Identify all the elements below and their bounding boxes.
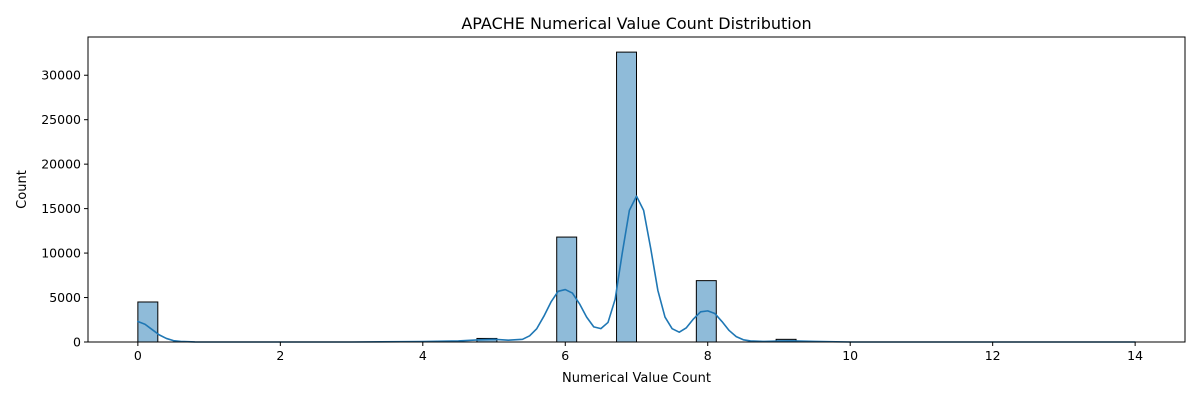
y-tick-label: 20000 bbox=[41, 157, 81, 172]
histogram-bar-3 bbox=[616, 51, 638, 343]
y-tick-label: 30000 bbox=[41, 68, 81, 83]
x-tick-label: 0 bbox=[134, 348, 142, 363]
x-tick-label: 12 bbox=[985, 348, 1001, 363]
x-tick-label: 8 bbox=[704, 348, 712, 363]
y-axis-ticks: 0 5000 10000 15000 20000 25000 30000 bbox=[41, 68, 88, 350]
chart-title: APACHE Numerical Value Count Distributio… bbox=[461, 14, 811, 33]
x-tick-label: 6 bbox=[561, 348, 569, 363]
x-axis-ticks: 0 2 4 6 8 10 12 14 bbox=[134, 342, 1143, 363]
y-axis-label: Count bbox=[15, 170, 30, 209]
x-tick-label: 10 bbox=[842, 348, 858, 363]
x-tick-label: 2 bbox=[276, 348, 284, 363]
y-tick-label: 10000 bbox=[41, 246, 81, 261]
y-tick-label: 0 bbox=[73, 335, 81, 350]
x-axis-label: Numerical Value Count bbox=[562, 371, 711, 386]
y-tick-label: 25000 bbox=[41, 112, 81, 127]
y-tick-label: 15000 bbox=[41, 201, 81, 216]
x-tick-label: 14 bbox=[1127, 348, 1143, 363]
bars-layer bbox=[137, 51, 797, 343]
y-tick-label: 5000 bbox=[49, 290, 81, 305]
plot-frame bbox=[87, 36, 1186, 343]
x-tick-label: 4 bbox=[419, 348, 427, 363]
